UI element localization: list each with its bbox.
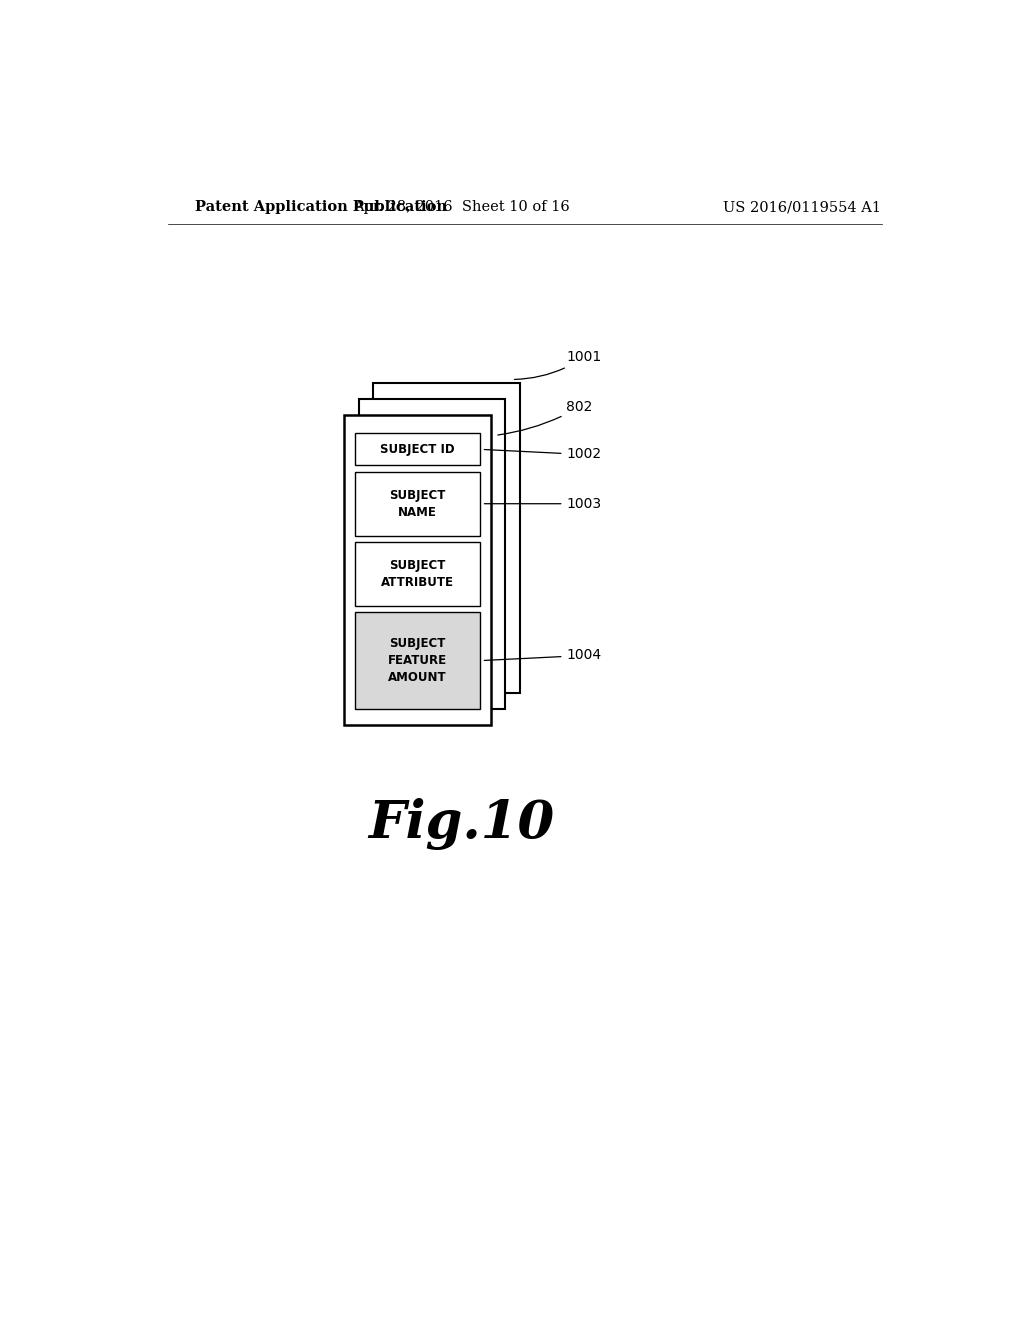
Text: 802: 802: [498, 400, 593, 436]
Text: Patent Application Publication: Patent Application Publication: [196, 201, 447, 214]
Text: 1001: 1001: [514, 350, 602, 379]
Bar: [373, 383, 519, 693]
Bar: [355, 433, 480, 466]
Text: US 2016/0119554 A1: US 2016/0119554 A1: [723, 201, 882, 214]
Bar: [355, 471, 480, 536]
Text: 1003: 1003: [484, 496, 601, 511]
Text: Fig.10: Fig.10: [369, 799, 554, 850]
Text: Apr. 28, 2016  Sheet 10 of 16: Apr. 28, 2016 Sheet 10 of 16: [353, 201, 569, 214]
Bar: [355, 612, 480, 709]
Text: 1002: 1002: [484, 447, 601, 462]
Text: SUBJECT
FEATURE
AMOUNT: SUBJECT FEATURE AMOUNT: [388, 638, 447, 684]
Text: SUBJECT
ATTRIBUTE: SUBJECT ATTRIBUTE: [381, 560, 455, 589]
Bar: [344, 414, 492, 725]
Bar: [355, 543, 480, 606]
Text: SUBJECT ID: SUBJECT ID: [380, 444, 455, 455]
Text: SUBJECT
NAME: SUBJECT NAME: [389, 488, 445, 519]
Text: 1004: 1004: [484, 648, 601, 663]
Bar: [358, 399, 506, 709]
